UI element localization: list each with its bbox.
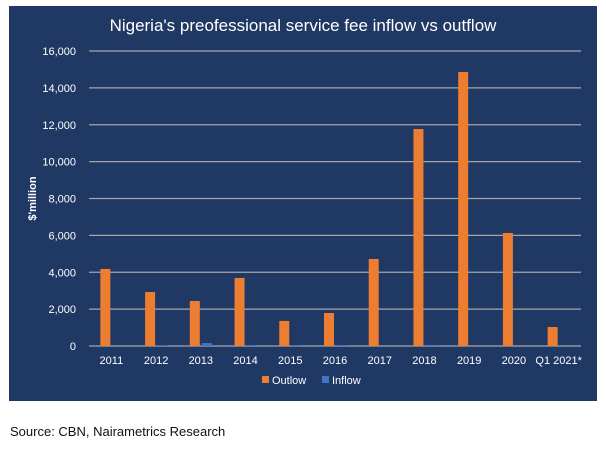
x-tick-label: 2020 — [502, 355, 526, 367]
bar-outlow-2014 — [234, 277, 245, 346]
y-tick-label: 0 — [70, 341, 76, 353]
legend-swatch-outlow — [262, 376, 269, 383]
bar-outlow-2011 — [100, 268, 111, 346]
y-axis-label: $'million — [27, 176, 39, 220]
legend-label-inflow: Inflow — [332, 375, 361, 387]
x-tick-label: 2012 — [144, 355, 168, 367]
x-tick-label: 2013 — [189, 355, 213, 367]
bar-outlow-2013 — [189, 301, 200, 346]
bar-outlow-2019 — [458, 72, 469, 347]
bar-inflow-2013 — [201, 343, 212, 346]
bar-inflow-2015 — [291, 345, 302, 346]
y-tick-label: 2,000 — [48, 304, 76, 316]
bar-outlow-2018 — [413, 128, 424, 346]
x-tick-label: Q1 2021* — [535, 355, 582, 367]
y-tick-label: 14,000 — [42, 83, 76, 95]
bar-outlow-2012 — [145, 291, 156, 346]
bar-inflow-2012 — [157, 345, 168, 346]
bar-outlow-2016 — [324, 312, 334, 346]
bar-outlow-2017 — [368, 258, 379, 346]
bar-outlow-2020 — [502, 232, 513, 346]
y-tick-label: 16,000 — [42, 46, 76, 58]
x-tick-label: 2011 — [100, 355, 124, 367]
x-tick-label: 2018 — [412, 355, 436, 367]
x-tick-label: 2015 — [278, 355, 302, 367]
y-tick-label: 6,000 — [48, 230, 76, 242]
y-tick-label: 10,000 — [42, 157, 76, 169]
legend-label-outlow: Outlow — [272, 375, 306, 387]
x-tick-label: 2017 — [367, 355, 391, 367]
bar-inflow-2014 — [246, 345, 257, 346]
y-tick-label: 4,000 — [48, 267, 76, 279]
y-tick-label: 8,000 — [48, 194, 76, 206]
legend-swatch-inflow — [322, 376, 329, 383]
chart-title: Nigeria's preofessional service fee infl… — [110, 16, 498, 35]
bar-inflow-2018 — [425, 344, 436, 346]
bar-inflow-2016 — [336, 345, 346, 346]
x-tick-label: 2016 — [323, 355, 347, 367]
bar-outlow-q1-2021- — [547, 327, 558, 346]
x-tick-label: 2019 — [457, 355, 481, 367]
source-note: Source: CBN, Nairametrics Research — [10, 424, 226, 439]
y-tick-label: 12,000 — [42, 120, 76, 132]
bar-outlow-2015 — [279, 320, 290, 346]
x-tick-label: 2014 — [233, 355, 257, 367]
bar-chart: Nigeria's preofessional service fee infl… — [27, 16, 583, 387]
chart-panel: Nigeria's preofessional service fee infl… — [9, 6, 597, 401]
